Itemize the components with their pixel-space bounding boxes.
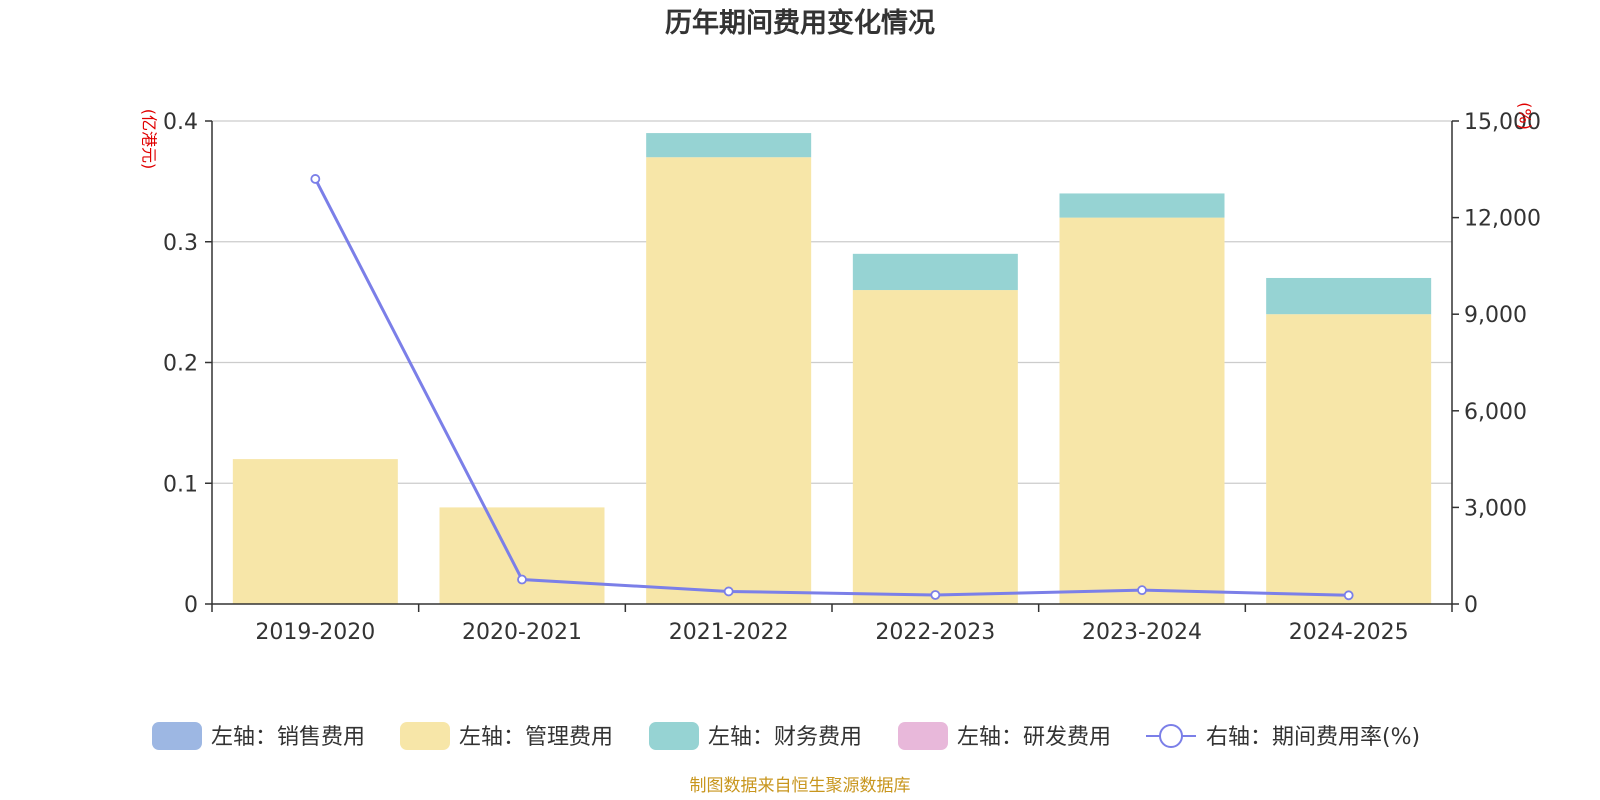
legend-swatch [400, 722, 450, 750]
legend-label: 右轴：期间费用率(%) [1206, 725, 1420, 750]
left-axis-unit: (亿港元) [140, 109, 159, 170]
bar [232, 459, 398, 604]
rate-point [310, 174, 321, 184]
rate-line [310, 174, 1354, 601]
legend-label: 左轴：销售费用 [211, 725, 365, 750]
bar [1059, 217, 1225, 604]
bars [232, 133, 1432, 604]
left-tick-label: 0.2 [163, 352, 198, 377]
legend-item: 左轴：管理费用 [400, 722, 613, 750]
chart-title: 历年期间费用变化情况 [665, 7, 935, 39]
left-tick-label: 0.4 [163, 110, 198, 135]
legend-item: 左轴：销售费用 [152, 722, 365, 750]
left-tick-label: 0 [184, 593, 198, 618]
legend-item: 左轴：财务费用 [649, 722, 862, 750]
right-tick-label: 9,000 [1464, 303, 1527, 328]
bar [1266, 314, 1432, 604]
x-tick-label: 2019-2020 [255, 620, 375, 645]
rate-point [517, 574, 527, 585]
grid-lines [212, 120, 1452, 484]
legend: 左轴：销售费用 左轴：管理费用 左轴：财务费用 左轴：研发费用 右轴：期间费用率(%) [152, 722, 1420, 750]
legend-label: 左轴：财务费用 [708, 725, 862, 750]
legend-marker [1159, 724, 1183, 748]
right-tick-label: 0 [1464, 593, 1478, 618]
legend-swatch [152, 722, 202, 750]
legend-swatch [649, 722, 699, 750]
x-tick-label: 2020-2021 [462, 620, 582, 645]
axes: 0 0.1 0.2 0.3 0.4 0 3,000 6,000 9,000 12,000 15,00… [163, 110, 1541, 645]
rate-point [723, 586, 734, 597]
bar [852, 253, 1018, 291]
right-tick-label: 6,000 [1464, 400, 1527, 425]
right-tick-label: 3,000 [1464, 496, 1527, 521]
legend-label: 左轴：研发费用 [957, 725, 1111, 750]
left-tick-label: 0.3 [163, 231, 198, 256]
data-source: 制图数据来自恒生聚源数据库 [690, 776, 911, 796]
rate-point [1343, 590, 1354, 601]
bar [1059, 193, 1225, 218]
x-tick-label: 2023-2024 [1082, 620, 1202, 645]
x-tick-label: 2022-2023 [875, 620, 995, 645]
right-tick-label: 15,000 [1464, 110, 1541, 135]
legend-label: 左轴：管理费用 [459, 725, 613, 750]
rate-point [930, 590, 941, 600]
left-tick-label: 0.1 [163, 472, 198, 497]
rate-point [1137, 585, 1147, 596]
bar [1266, 277, 1432, 315]
legend-swatch [898, 722, 948, 750]
x-tick-label: 2021-2022 [669, 620, 789, 645]
bar [646, 133, 812, 158]
rate-line-path [314, 178, 1349, 597]
x-tick-label: 2024-2025 [1289, 620, 1409, 645]
right-axis-unit: (%) [1516, 102, 1535, 130]
bar [439, 507, 605, 604]
bar [646, 157, 812, 604]
legend-item: 右轴：期间费用率(%) [1146, 724, 1420, 750]
legend-item: 左轴：研发费用 [898, 722, 1111, 750]
bar [852, 290, 1018, 604]
right-tick-label: 12,000 [1464, 207, 1541, 232]
